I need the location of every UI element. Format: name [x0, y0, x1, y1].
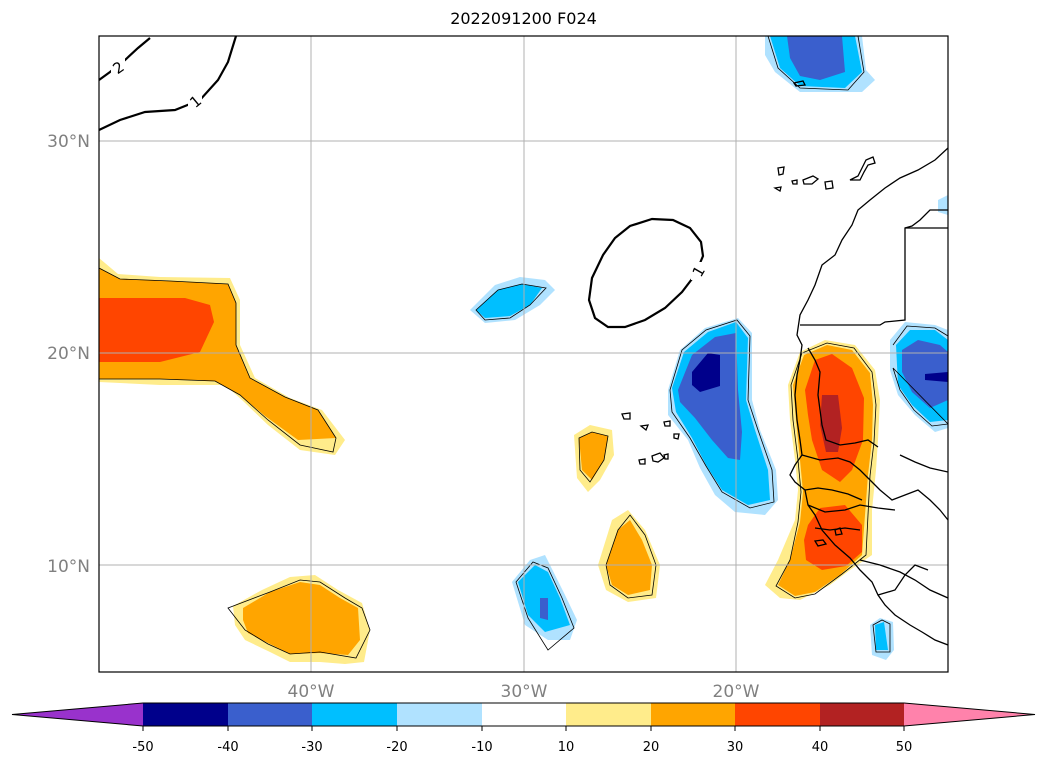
colorbar-segment: [228, 703, 312, 726]
colorbar-tick-label: -10: [471, 740, 492, 755]
anomaly-southwest-positive: [233, 575, 370, 664]
lon-label-40w: 40°W: [288, 682, 335, 702]
colorbar-extend-low: [12, 703, 143, 726]
colorbar-tick-label: 30: [727, 740, 744, 755]
colorbar-tick-label: -20: [386, 740, 407, 755]
colorbar-tick-label: -50: [132, 740, 153, 755]
colorbar-segment: [735, 703, 820, 726]
lon-label-20w: 20°W: [713, 682, 760, 702]
colorbar: -50 -40 -30 -20 -10 10 20 30 40 50: [11, 702, 1036, 755]
lat-label-20n: 20°N: [47, 344, 90, 364]
colorbar-tick-label: 10: [558, 740, 575, 755]
gridlines: [99, 36, 948, 672]
colorbar-segment: [820, 703, 904, 726]
colorbar-tick-label: 40: [812, 740, 829, 755]
colorbar-tick-label: 20: [643, 740, 660, 755]
map-title: 2022091200 F024: [450, 9, 597, 28]
contour-label-bg: [188, 92, 202, 110]
contour-label-bg: [111, 58, 125, 76]
lat-label-30n: 30°N: [47, 132, 90, 152]
map-panel: 2 1 1: [99, 36, 948, 672]
anomaly-central: [470, 277, 660, 640]
anomaly-east-negative: [668, 318, 778, 515]
map-frame: [98, 35, 949, 673]
anomaly-west-positive: [99, 258, 345, 455]
contour-label-bg: [691, 262, 705, 280]
colorbar-tick-label: -40: [217, 740, 238, 755]
lat-label-10n: 10°N: [47, 557, 90, 577]
colorbar-extend-high: [904, 703, 1035, 726]
colorbar-tick-label: 50: [896, 740, 913, 755]
colorbar-tick-label: -30: [301, 740, 322, 755]
colorbar-segment: [566, 703, 651, 726]
colorbar-segment: [143, 703, 228, 726]
lon-label-30w: 30°W: [501, 682, 548, 702]
colorbar-segment: [651, 703, 735, 726]
colorbar-segment: [312, 703, 397, 726]
colorbar-segment: [482, 703, 566, 726]
colorbar-segment: [397, 703, 482, 726]
anomaly-north-negative: [765, 36, 875, 92]
anomaly-outlines: [99, 36, 948, 659]
coastlines: [621, 80, 948, 646]
anomaly-coastal-positive: [765, 340, 880, 600]
